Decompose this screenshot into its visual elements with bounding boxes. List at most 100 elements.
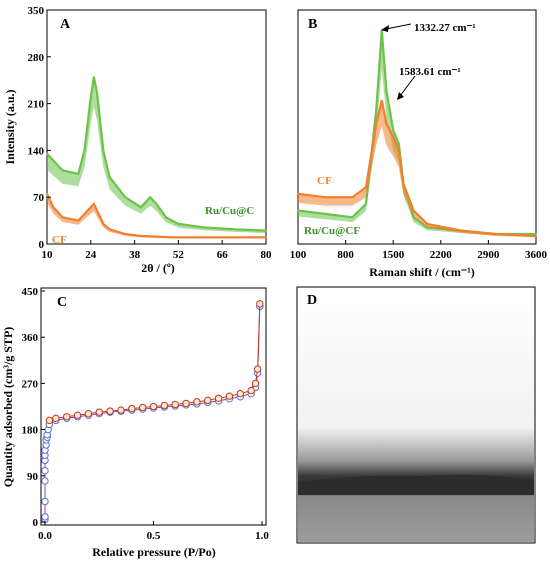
panel-a-series-1-point (140, 235, 142, 237)
panel-b-series-0-point (375, 109, 378, 112)
panel-a-series-1-point (265, 236, 267, 239)
panel-a-xtick-label: 52 (173, 249, 185, 261)
panel-b-series-1-point (426, 223, 429, 225)
panel-a-annotation-cf: CF (52, 234, 67, 246)
panel-a-series-0-point (155, 203, 158, 205)
panel-c-series (41, 300, 264, 524)
panel-c-xtick-label: 0.5 (147, 530, 161, 542)
panel-b: 100 800 1500 2200 2900 3600 B Raman shift / (… (290, 9, 548, 279)
panel-a-series-0-point (93, 76, 95, 78)
panel-a-series-0-point (265, 229, 267, 232)
panel-b-series-1-point (380, 99, 383, 102)
panel-a-frame (46, 9, 267, 245)
panel-b-series-1-point (412, 209, 415, 212)
panel-b-series-1-point (460, 229, 463, 232)
panel-c-series-1-point (256, 300, 264, 308)
panel-a-series-1-point (171, 236, 173, 239)
panel-b-series-1-point (324, 196, 327, 198)
panel-c-series-1-point (138, 403, 147, 412)
panel-a-xtick-label: 24 (85, 249, 97, 261)
panel-d-label: D (307, 293, 317, 308)
panel-a-ytick-label: 70 (33, 192, 45, 204)
panel-b-series-1-point (535, 235, 537, 237)
panel-a-series-1-point (233, 236, 236, 239)
panel-a-series-0-point (83, 149, 86, 152)
panel-c-xlabel: Relative pressure (P/Po) (92, 545, 216, 559)
panel-a-label: A (60, 17, 71, 32)
panel-b-xlabel: Raman shift / (cm⁻¹) (369, 265, 475, 279)
panel-a-series-1-point (102, 223, 105, 225)
panel-a-series-0-point (233, 228, 236, 231)
peak2-arrowhead (397, 92, 404, 100)
panel-c-series-1-point (247, 386, 255, 395)
panel-a-series-1-point (96, 209, 98, 212)
panel-c-series-1-line (49, 303, 261, 421)
panel-a-series-0-point (102, 149, 105, 152)
panel-b-series-1-point (365, 186, 367, 188)
panel-b-annotation-cf: CF (317, 175, 332, 187)
panel-c-xtick-label: 0.0 (38, 530, 52, 542)
panel-a-series-1-point (202, 236, 205, 239)
panel-c-ytick-label: 180 (22, 425, 39, 437)
panel-d: D (296, 286, 536, 544)
panel-c: 0.0 0.5 1.0 0 90 180 270 360 450 C Relative pre… (1, 286, 269, 559)
panel-c-series-1-point (73, 411, 82, 419)
panel-a-series-1-point (77, 219, 80, 222)
panel-a-xtick-label: 38 (129, 249, 141, 261)
panel-b-series-0-band (298, 30, 536, 236)
panel-b-series-0-point (385, 89, 388, 92)
panel-b-series-1-point (297, 193, 299, 195)
panel-b-annotation-peak2: 1583.61 cm⁻¹ (399, 66, 461, 78)
panel-c-ytick-label: 270 (22, 378, 39, 390)
panel-b-xtick-label: 2200 (430, 249, 453, 261)
panel-b-series-1-point (375, 122, 378, 125)
panel-c-xtick-label: 1.0 (255, 530, 269, 542)
panel-b-xtick-label: 2900 (477, 249, 500, 261)
coating-layer (298, 474, 534, 495)
panel-c-yticks: 0 90 180 270 360 450 (22, 286, 45, 529)
panel-a-series-0-point (96, 92, 98, 95)
panel-c-series-1-point (117, 406, 125, 414)
panel-a-series-0-point (202, 226, 205, 229)
panel-a-series-1-point (61, 216, 64, 219)
panel-a-series-0-point (124, 196, 127, 198)
panel-a-yticks: 0 70 140 210 280 350 (28, 5, 51, 251)
panel-b-series-1-point (385, 122, 388, 125)
panel-a-series-1-point (46, 193, 48, 195)
panel-a-ytick-label: 140 (28, 145, 45, 157)
panel-c-series-0-point (41, 466, 49, 475)
micrograph-image (298, 288, 534, 542)
panel-a-xtick-label: 80 (261, 249, 273, 261)
panel-b-series-0-point (351, 216, 354, 219)
panel-c-series-0-point (41, 513, 49, 521)
panel-c-series-0-point (41, 477, 49, 485)
panel-c-series-1-point (160, 401, 169, 410)
panel-a-series-0-point (140, 206, 142, 209)
panel-c-ylabel: Quantity adsorbed (cm³/g STP) (1, 327, 15, 488)
panel-c-series-1-point (182, 399, 190, 408)
panel-a-series-0-point (90, 96, 92, 98)
panel-c-series-1-point (171, 400, 179, 409)
panel-c-ytick-label: 450 (22, 286, 39, 298)
panel-c-series-1-point (236, 389, 245, 398)
panel-b-xtick-label: 100 (290, 249, 307, 261)
panel-a-series-0-point (61, 169, 64, 172)
panel-a-series-0-line (46, 76, 267, 232)
panel-a-ytick-label: 210 (28, 99, 45, 111)
panel-b-series-0-point (535, 233, 537, 235)
panel-c-series-1-point (52, 414, 60, 423)
panel-a-annotation-rucu: Ru/Cu@C (205, 205, 254, 217)
panel-c-series-1-point (204, 396, 212, 405)
panel-b-series-1-point (398, 149, 400, 152)
panel-b-series-0-point (392, 129, 395, 132)
panel-b-xticks: 100 800 1500 2200 2900 3600 (290, 240, 548, 261)
panel-c-series-1-point (128, 404, 136, 413)
panel-c-ytick-label: 360 (22, 332, 39, 344)
panel-a-series-0-point (108, 176, 111, 178)
panel-b-series-0-point (324, 213, 327, 215)
panel-a-series-1-point (124, 233, 127, 235)
panel-c-series-1-point (106, 407, 114, 415)
peak1-arrow (385, 23, 412, 30)
panel-b-frame (297, 9, 537, 245)
